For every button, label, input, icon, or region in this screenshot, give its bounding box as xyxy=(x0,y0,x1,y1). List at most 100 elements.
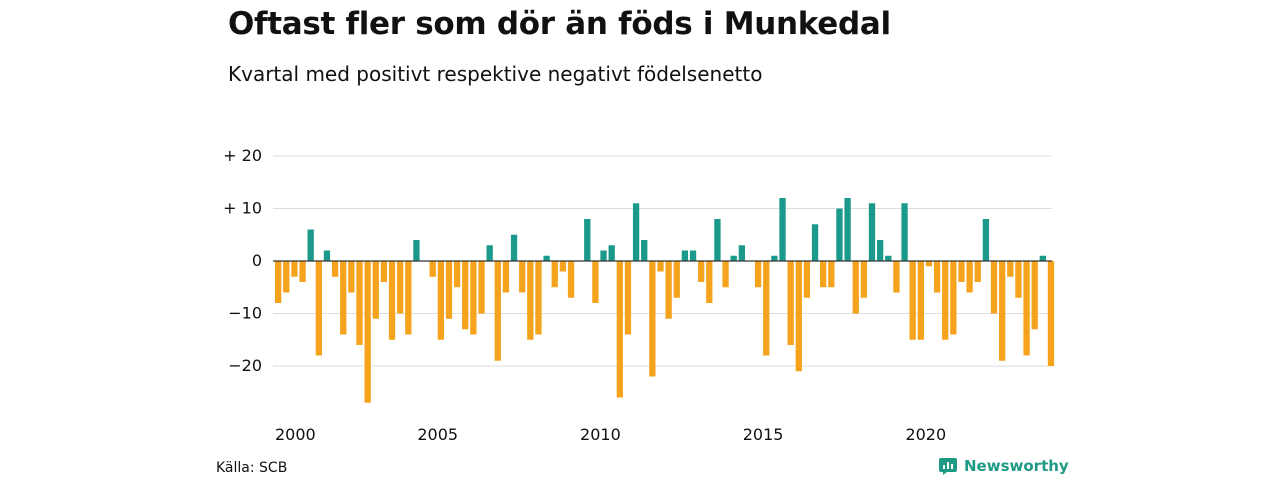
y-tick-label: 0 xyxy=(252,251,262,270)
bar-negative xyxy=(795,261,802,372)
y-tick-label: + 20 xyxy=(223,146,262,165)
bar-negative xyxy=(925,261,933,267)
bar-positive xyxy=(982,219,990,261)
bar-negative xyxy=(909,261,916,340)
bar-negative xyxy=(478,261,485,314)
x-tick-label: 2020 xyxy=(905,425,946,444)
x-tick-label: 2005 xyxy=(417,425,458,444)
bar-negative xyxy=(592,261,599,303)
newsworthy-logo[interactable]: Newsworthy xyxy=(938,456,1069,476)
bars xyxy=(275,198,1055,403)
bar-negative xyxy=(380,261,388,282)
chart-logo-icon xyxy=(939,458,957,475)
bar-negative xyxy=(966,261,973,293)
bar-negative xyxy=(1031,261,1038,330)
bar-negative xyxy=(974,261,981,282)
bar-positive xyxy=(413,240,420,261)
bar-positive xyxy=(1039,255,1046,261)
bar-positive xyxy=(543,255,550,261)
bar-negative xyxy=(754,261,762,288)
bar-negative xyxy=(665,261,672,319)
y-tick-label: −10 xyxy=(228,304,262,323)
logo-text: Newsworthy xyxy=(964,457,1069,475)
bar-negative xyxy=(429,261,436,277)
bar-negative xyxy=(1047,261,1055,366)
x-tick-label: 2010 xyxy=(580,425,621,444)
bar-negative xyxy=(372,261,379,319)
y-axis-ticks: + 20 + 10 0 −10 −20 xyxy=(223,146,262,375)
bar-negative xyxy=(1015,261,1022,298)
y-tick-label: + 10 xyxy=(223,199,262,218)
bar-negative xyxy=(348,261,355,293)
bar-positive xyxy=(771,255,778,261)
bar-positive xyxy=(730,255,737,261)
bar-positive xyxy=(689,250,697,261)
bar-positive xyxy=(844,198,851,261)
bar-negative xyxy=(291,261,298,277)
bar-negative xyxy=(519,261,526,293)
bar-positive xyxy=(876,240,884,261)
bar-negative xyxy=(1007,261,1014,277)
bar-negative xyxy=(559,261,567,272)
x-tick-label: 2015 xyxy=(743,425,784,444)
bar-positive xyxy=(901,203,908,261)
bar-negative xyxy=(405,261,412,335)
bar-negative xyxy=(787,261,794,345)
bar-negative xyxy=(535,261,542,335)
bar-positive xyxy=(779,198,786,261)
bar-negative xyxy=(698,261,705,282)
bar-negative xyxy=(551,261,558,288)
bar-positive xyxy=(510,234,518,261)
bar-negative xyxy=(649,261,656,377)
bar-negative xyxy=(942,261,949,340)
bar-negative xyxy=(470,261,477,335)
bar-negative xyxy=(893,261,900,293)
bar-negative xyxy=(331,261,339,277)
bar-negative xyxy=(917,261,924,340)
bar-negative xyxy=(453,261,461,288)
bar-negative xyxy=(356,261,363,345)
bar-negative xyxy=(527,261,534,340)
source-note: Källa: SCB xyxy=(216,460,288,476)
bar-positive xyxy=(681,250,689,261)
bar-negative xyxy=(616,261,623,398)
bar-negative xyxy=(933,261,941,293)
bar-negative xyxy=(624,261,632,335)
x-tick-label: 2000 xyxy=(275,425,316,444)
x-axis-ticks: 2000 2005 2010 2015 2020 xyxy=(275,425,946,444)
bar-positive xyxy=(307,229,314,261)
bar-negative xyxy=(315,261,322,356)
bar-negative xyxy=(340,261,347,335)
bar-positive xyxy=(641,240,648,261)
bar-negative xyxy=(494,261,501,361)
bar-negative xyxy=(820,261,827,288)
bar-positive xyxy=(486,245,493,261)
bar-negative xyxy=(299,261,306,282)
bar-positive xyxy=(868,203,876,261)
bar-positive xyxy=(836,208,843,261)
bar-negative xyxy=(388,261,396,340)
bar-negative xyxy=(275,261,282,303)
chart-subtitle: Kvartal med positivt respektive negativt… xyxy=(228,62,763,86)
bar-negative xyxy=(364,261,371,403)
bar-negative xyxy=(803,261,811,298)
bar-positive xyxy=(600,250,607,261)
bar-negative xyxy=(502,261,510,293)
bar-negative xyxy=(999,261,1006,361)
bar-positive xyxy=(323,250,331,261)
bar-negative xyxy=(860,261,868,298)
bar-positive xyxy=(811,224,819,261)
bar-positive xyxy=(584,219,591,261)
bar-negative xyxy=(1023,261,1030,356)
bar-negative xyxy=(990,261,998,314)
bar-negative xyxy=(706,261,713,303)
bar-negative xyxy=(437,261,444,340)
bar-negative xyxy=(567,261,575,298)
bar-negative xyxy=(397,261,404,314)
y-tick-label: −20 xyxy=(228,356,262,375)
bar-positive xyxy=(885,255,892,261)
bar-negative xyxy=(657,261,664,272)
bar-negative xyxy=(763,261,770,356)
bar-negative xyxy=(673,261,680,298)
